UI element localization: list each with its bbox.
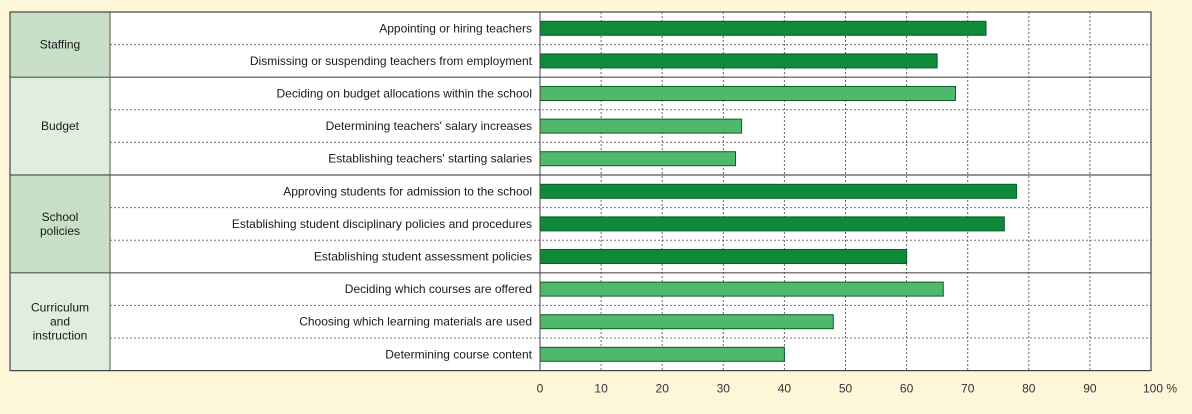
x-tick-label: 100 % [1143,382,1177,396]
group-band [10,12,110,78]
bar [539,314,834,330]
category-label: Determining teachers' salary increases [326,119,532,133]
category-label: Establishing student assessment policies [314,250,532,264]
category-label: Dismissing or suspending teachers from e… [250,54,533,68]
x-tick-label: 90 [1083,382,1097,396]
category-label: Establishing student disciplinary polici… [232,217,532,231]
category-label: Choosing which learning materials are us… [299,315,532,329]
bar [539,249,908,264]
category-label: Deciding on budget allocations within th… [277,87,533,101]
x-tick-label: 40 [778,382,792,396]
bar [539,281,944,297]
group-label: Curriculum and instruction [31,301,89,343]
category-label: Approving students for admission to the … [283,184,532,198]
x-tick-label: 30 [717,382,731,396]
x-tick-label: 60 [900,382,914,396]
x-tick-label: 0 [537,382,544,396]
group-band [10,175,110,273]
bar [539,53,938,69]
plot-frame [9,11,1152,372]
bar [539,216,1005,232]
category-label: Determining course content [385,347,532,361]
bar [539,346,785,362]
x-tick-label: 20 [656,382,670,396]
category-label: Establishing teachers' starting salaries [328,152,532,166]
bar [539,118,743,134]
x-tick-label: 70 [961,382,975,396]
x-tick-label: 80 [1022,382,1036,396]
bar [539,151,737,167]
bar [539,20,987,36]
bar [539,86,956,101]
category-label: Deciding which courses are offered [345,282,532,296]
group-label: School policies [40,210,80,238]
group-band [10,272,110,371]
group-band [10,77,110,175]
category-label: Appointing or hiring teachers [379,21,532,35]
group-label: Budget [41,119,80,133]
group-label: Staffing [40,38,80,52]
x-tick-label: 50 [839,382,853,396]
x-tick-label: 10 [594,382,608,396]
bar [539,183,1018,199]
